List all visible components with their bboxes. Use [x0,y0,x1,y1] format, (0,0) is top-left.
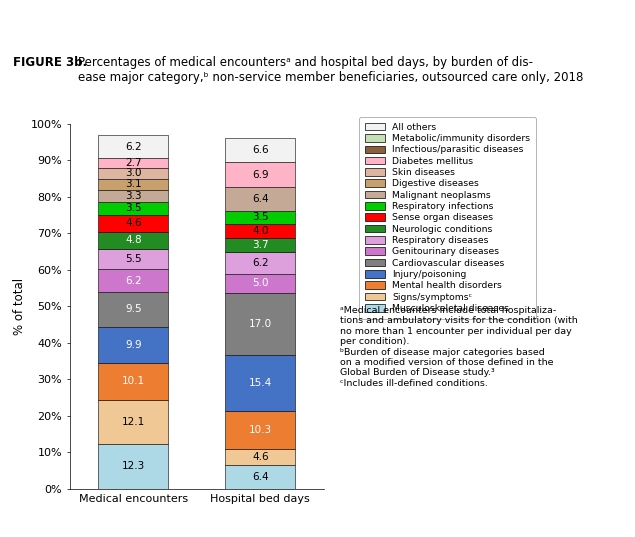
Text: 3.1: 3.1 [125,179,142,190]
Text: Percentages of medical encountersᵃ and hospital bed days, by burden of dis-
ease: Percentages of medical encountersᵃ and h… [78,56,584,84]
Text: 6.2: 6.2 [252,258,269,268]
Text: ᵃMedical encounters include total hospitaliza-
tions and ambulatory visits for t: ᵃMedical encounters include total hospit… [340,306,577,388]
Text: 4.6: 4.6 [125,218,142,228]
Bar [98,269,168,292]
Bar [98,202,168,215]
Bar [98,168,168,179]
Text: 6.4: 6.4 [252,194,269,204]
Bar [225,211,295,223]
Bar [225,354,295,411]
Bar [225,465,295,489]
Text: 5.5: 5.5 [125,254,142,264]
Bar [98,190,168,202]
Text: 15.4: 15.4 [249,378,272,388]
Text: 12.1: 12.1 [122,417,145,427]
Text: 6.2: 6.2 [125,142,142,151]
Text: 10.3: 10.3 [249,425,272,434]
Text: 3.7: 3.7 [252,240,269,250]
Bar [98,400,168,444]
Text: 5.0: 5.0 [252,279,269,288]
Text: 3.0: 3.0 [125,168,142,178]
Y-axis label: % of total: % of total [13,278,27,335]
Bar [225,138,295,162]
Bar [225,162,295,187]
Bar [98,179,168,190]
Text: 6.4: 6.4 [252,472,269,482]
Text: 17.0: 17.0 [249,318,272,329]
Bar [98,362,168,400]
Bar [225,252,295,274]
Bar [225,223,295,238]
Bar [98,249,168,269]
Text: 6.9: 6.9 [252,170,269,180]
Text: 3.5: 3.5 [125,204,142,213]
Text: 3.5: 3.5 [252,212,269,222]
Bar [225,293,295,354]
Legend: All others, Metabolic/immunity disorders, Infectious/parasitic diseases, Diabete: All others, Metabolic/immunity disorders… [359,117,536,318]
Text: 4.8: 4.8 [125,235,142,245]
Text: 12.3: 12.3 [122,461,145,471]
Bar [98,231,168,249]
Bar [98,444,168,489]
Text: 6.2: 6.2 [125,275,142,286]
Text: 4.0: 4.0 [252,226,269,236]
Bar [225,411,295,448]
Bar [98,215,168,231]
Bar [98,158,168,168]
Bar [225,187,295,211]
Bar [225,448,295,465]
Text: 3.3: 3.3 [125,191,142,201]
Bar [225,238,295,252]
Bar [225,274,295,293]
Text: 10.1: 10.1 [122,376,145,386]
Text: 9.5: 9.5 [125,304,142,314]
Bar [98,135,168,158]
Bar [98,292,168,326]
Text: 2.7: 2.7 [125,158,142,168]
Bar [98,326,168,362]
Text: 6.6: 6.6 [252,145,269,155]
Text: 9.9: 9.9 [125,339,142,350]
Text: FIGURE 3b.: FIGURE 3b. [13,56,87,69]
Text: 4.6: 4.6 [252,452,269,462]
